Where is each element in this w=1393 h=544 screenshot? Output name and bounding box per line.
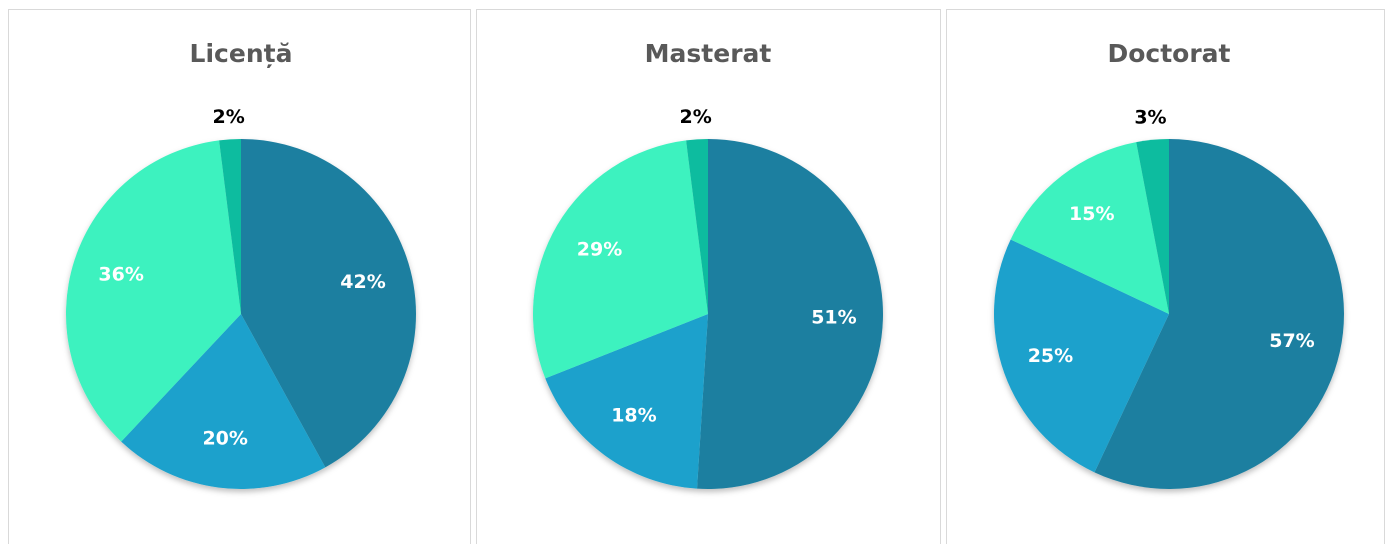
pie-slice <box>994 239 1169 473</box>
pie-slice <box>1094 139 1345 490</box>
pie-slice <box>545 314 708 489</box>
pie-slice <box>697 139 884 490</box>
pie-slice <box>686 139 708 314</box>
data-label: 42% <box>340 271 385 293</box>
data-label: 57% <box>1269 330 1314 352</box>
pie <box>994 139 1345 490</box>
data-label: 2% <box>212 106 244 128</box>
data-label: 18% <box>611 404 656 426</box>
panel <box>476 9 941 544</box>
pie-slice <box>241 139 416 468</box>
chart-title: Licență <box>190 39 293 68</box>
data-label: 2% <box>679 106 711 128</box>
pie-slice <box>1010 142 1169 314</box>
pie <box>533 139 884 490</box>
pie <box>65 139 416 489</box>
data-label: 25% <box>1028 345 1073 367</box>
data-label: 15% <box>1069 203 1114 225</box>
data-label: 20% <box>202 428 247 450</box>
panel <box>946 9 1385 544</box>
data-label: 51% <box>811 306 856 328</box>
pie-slice <box>1136 139 1169 314</box>
pie-slice <box>533 140 708 379</box>
data-label: 3% <box>1134 106 1166 128</box>
pie-slice <box>219 139 241 314</box>
data-label: 36% <box>98 264 143 286</box>
pie-slice <box>65 140 241 442</box>
chart-title: Doctorat <box>1107 39 1230 68</box>
panel <box>8 9 471 544</box>
chart-title: Masterat <box>645 39 772 68</box>
data-label: 29% <box>577 238 622 260</box>
pie-slice <box>121 314 326 489</box>
